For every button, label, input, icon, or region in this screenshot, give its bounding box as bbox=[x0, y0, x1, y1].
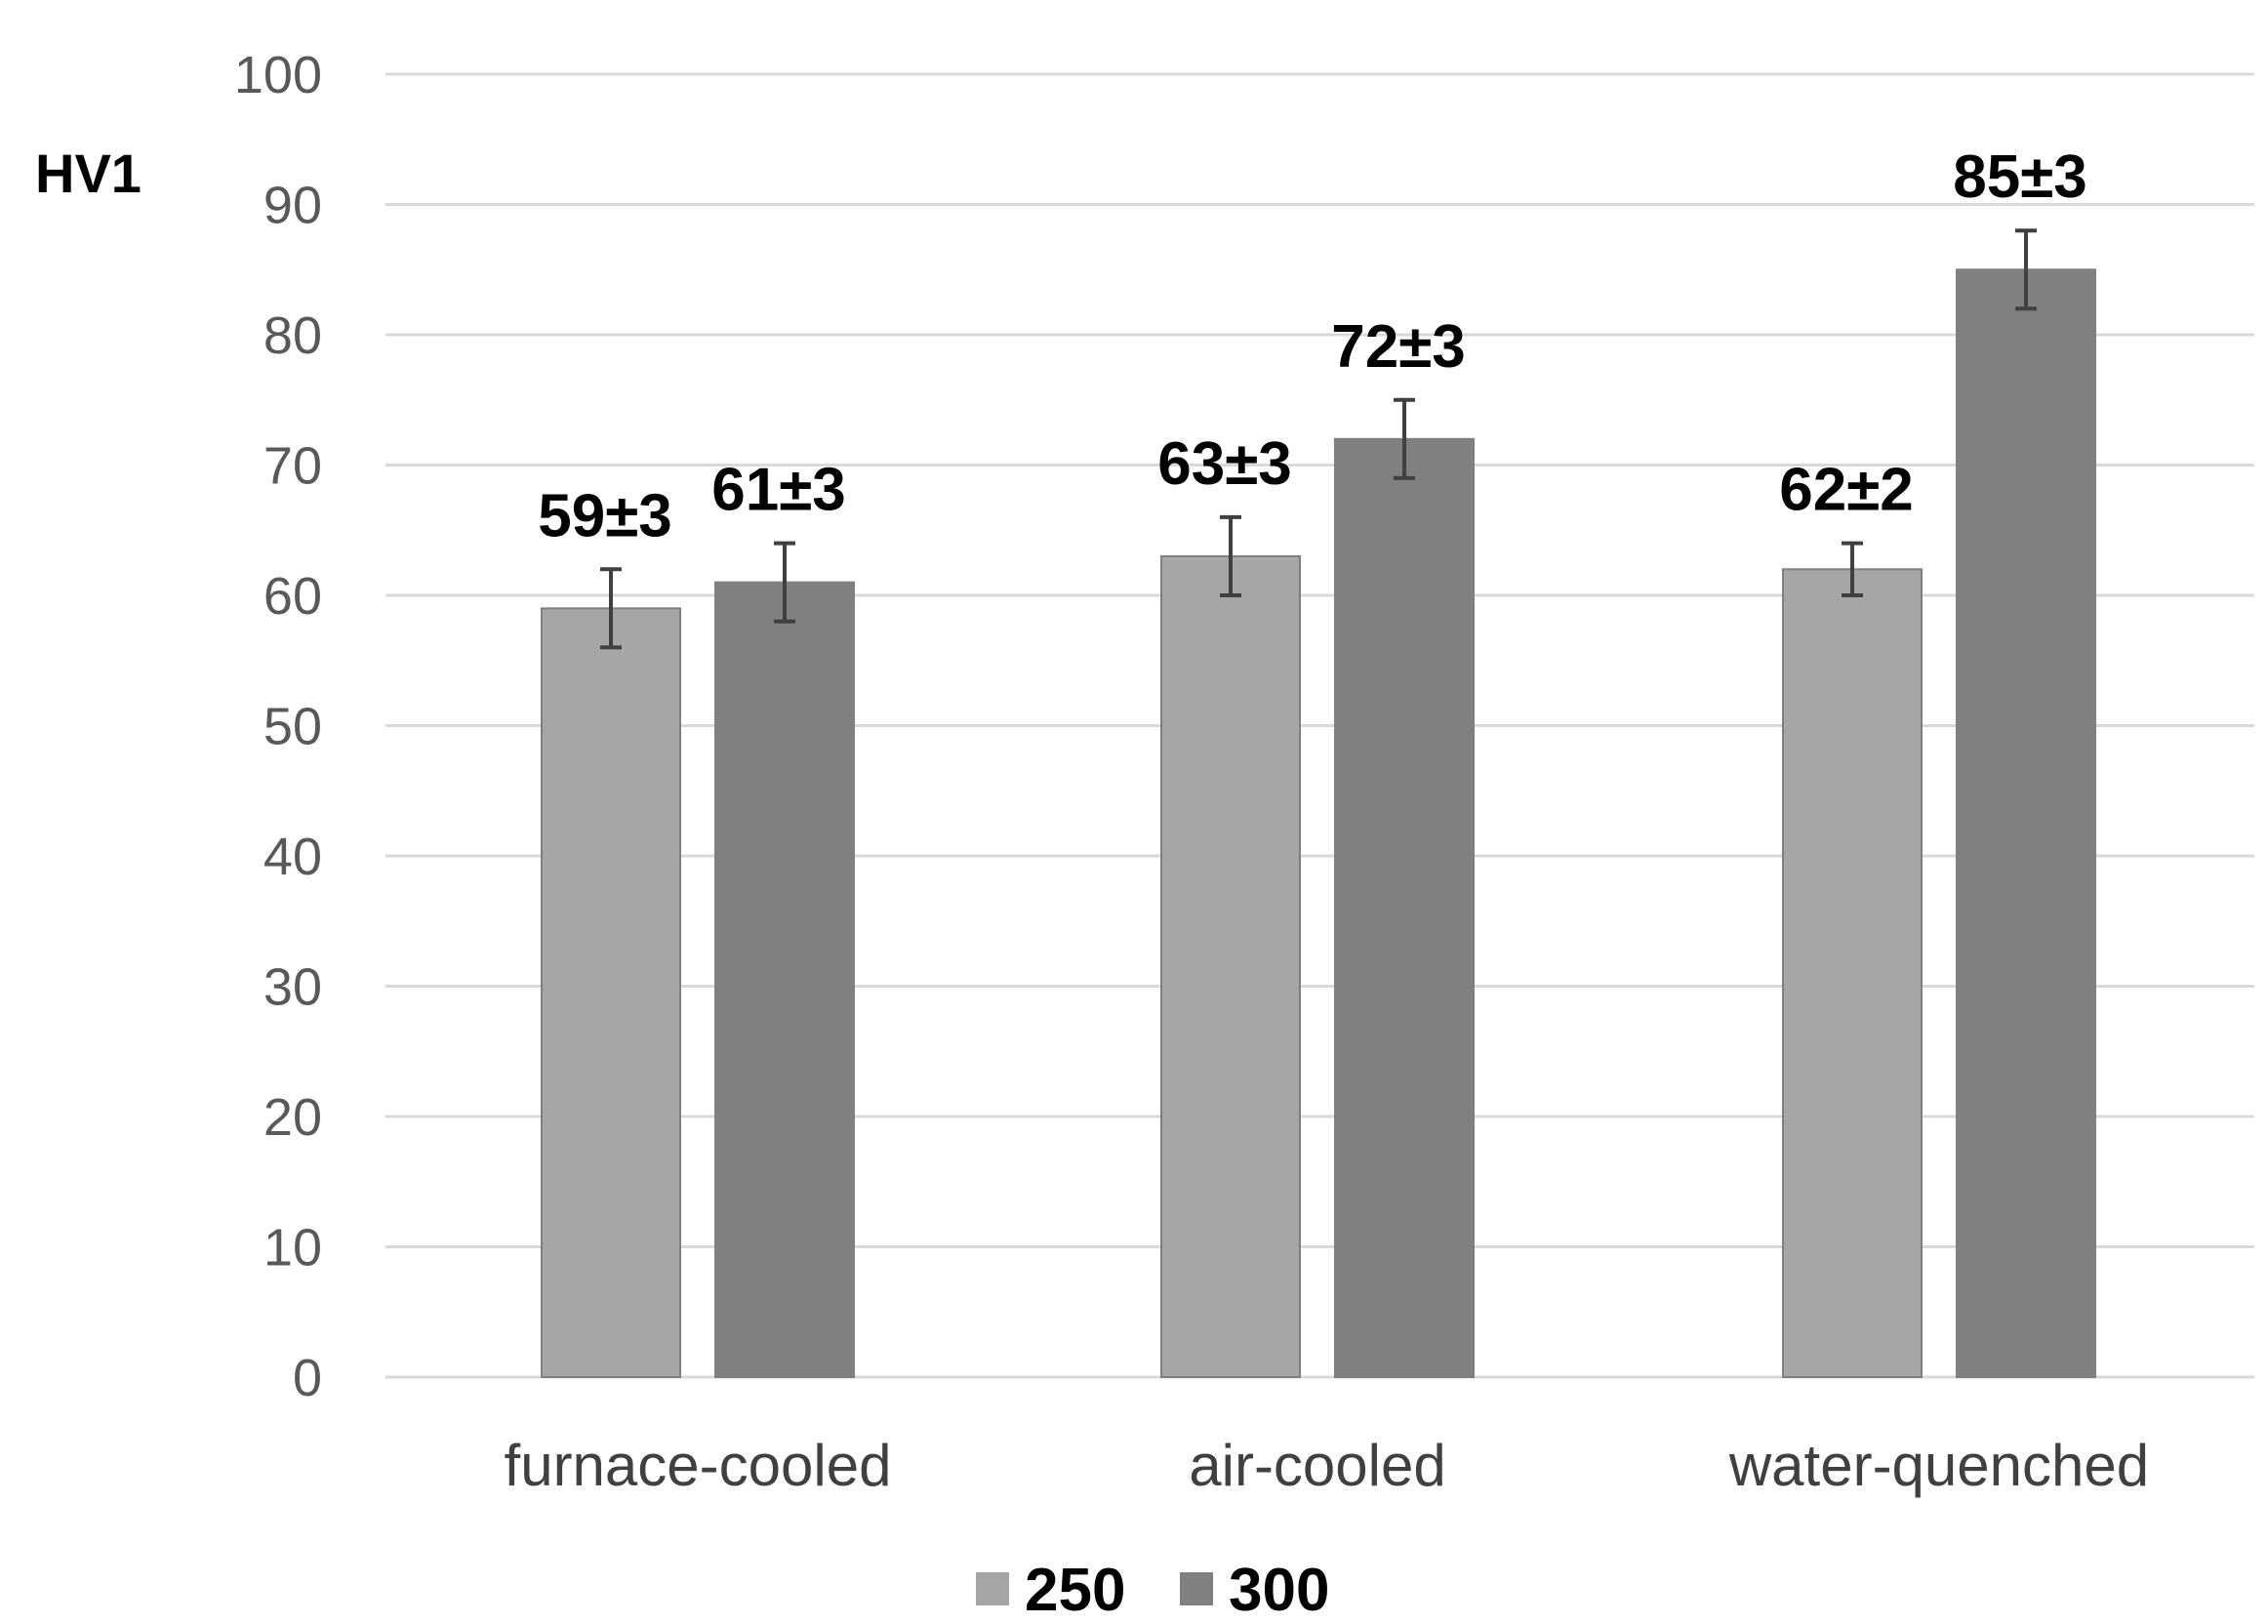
legend-swatch bbox=[976, 1572, 1009, 1605]
bar-250-furnace-cooled bbox=[541, 607, 681, 1378]
y-tick-label: 10 bbox=[263, 1219, 322, 1278]
y-axis-ticks: 0 10 20 30 40 50 60 70 80 90 100 bbox=[234, 46, 322, 1407]
bars bbox=[541, 268, 2096, 1378]
error-bar bbox=[1220, 514, 1241, 597]
y-tick-label: 70 bbox=[263, 437, 322, 496]
legend-label: 300 bbox=[1229, 1557, 1329, 1624]
data-label: 59±3 bbox=[538, 482, 671, 549]
legend-swatch bbox=[1180, 1572, 1213, 1605]
data-label: 62±2 bbox=[1779, 457, 1913, 524]
y-tick-label: 50 bbox=[263, 698, 322, 756]
data-label: 85±3 bbox=[1953, 143, 2086, 211]
y-tick-label: 0 bbox=[293, 1349, 322, 1407]
error-bar bbox=[2015, 228, 2037, 311]
error-bar bbox=[1842, 541, 1863, 597]
error-bar bbox=[600, 567, 622, 650]
data-label: 72±3 bbox=[1331, 313, 1465, 381]
data-label: 63±3 bbox=[1157, 430, 1291, 498]
y-tick-label: 80 bbox=[263, 306, 322, 365]
gridlines bbox=[385, 72, 2254, 1379]
bar-250-air-cooled bbox=[1160, 554, 1301, 1378]
x-category-label: water-quenched bbox=[1728, 1433, 2149, 1498]
y-tick-label: 20 bbox=[263, 1088, 322, 1147]
y-tick-label: 100 bbox=[234, 46, 322, 104]
y-tick-label: 30 bbox=[263, 958, 322, 1017]
data-labels: 59±3 63±3 62±2 61±3 72±3 85±3 bbox=[538, 143, 2086, 549]
legend: 250 300 bbox=[976, 1557, 1329, 1624]
y-tick-label: 60 bbox=[263, 567, 322, 626]
y-tick-label: 40 bbox=[263, 828, 322, 886]
x-axis-categories: furnace-cooled air-cooled water-quenched bbox=[505, 1433, 2150, 1498]
y-axis-label: HV1 bbox=[35, 142, 142, 204]
x-category-label: furnace-cooled bbox=[505, 1433, 892, 1498]
legend-label: 250 bbox=[1025, 1557, 1125, 1624]
error-bar bbox=[774, 541, 795, 624]
legend-item-250: 250 bbox=[976, 1557, 1125, 1624]
bar-300-water-quenched bbox=[1956, 268, 2096, 1378]
error-bar bbox=[1394, 397, 1415, 480]
x-category-label: air-cooled bbox=[1189, 1433, 1445, 1498]
y-tick-label: 90 bbox=[263, 177, 322, 235]
bar-250-water-quenched bbox=[1782, 568, 1923, 1378]
bar-300-furnace-cooled bbox=[714, 581, 855, 1378]
error-bars bbox=[600, 228, 2037, 650]
bar-300-air-cooled bbox=[1334, 437, 1475, 1378]
data-label: 61±3 bbox=[711, 457, 845, 524]
legend-item-300: 300 bbox=[1180, 1557, 1329, 1624]
